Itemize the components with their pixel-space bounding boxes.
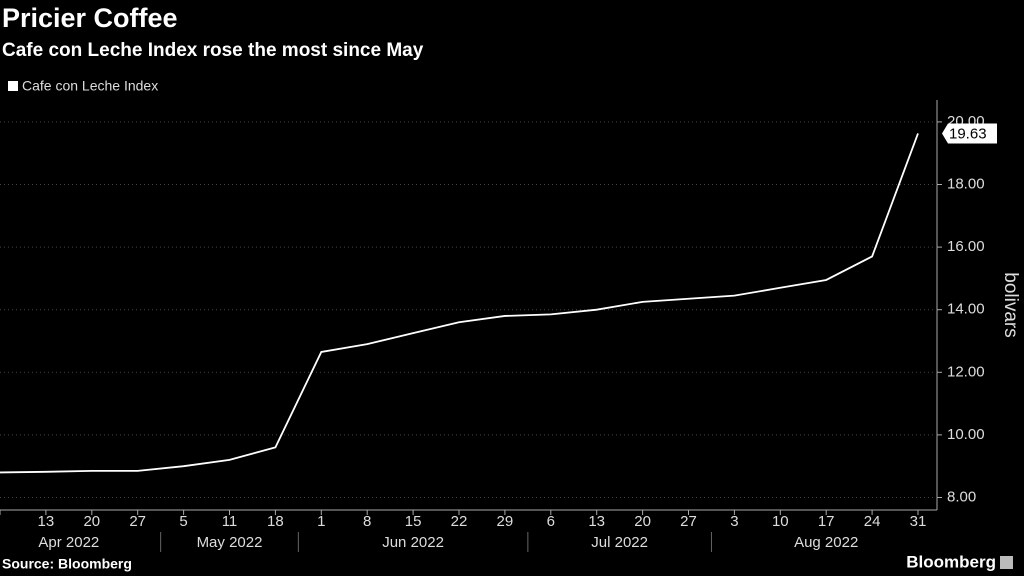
x-tick-label: 27 [129,513,146,530]
x-tick-label: 20 [83,513,100,530]
line-series [0,133,919,474]
x-tick-label: 8 [363,513,371,530]
legend-label: Cafe con Leche Index [22,78,158,94]
x-tick-label: 22 [451,513,468,530]
month-label: Jul 2022 [591,534,648,551]
x-tick-label: 18 [267,513,284,530]
x-tick-label: 1 [317,513,325,530]
x-tick-label: 17 [818,513,835,530]
chart-subtitle: Cafe con Leche Index rose the most since… [2,40,424,61]
x-tick-label: 20 [634,513,651,530]
y-tick-label: 16.00 [947,238,985,255]
x-tick-label: 5 [179,513,187,530]
source: Source: Bloomberg [2,556,132,572]
month-label: Apr 2022 [38,534,99,551]
x-tick-label: 15 [405,513,422,530]
x-tick-label: 31 [910,513,927,530]
x-tick-label: 10 [772,513,789,530]
brand: Bloomberg [906,552,996,571]
legend-swatch [8,81,18,91]
x-tick-label: 6 [547,513,555,530]
x-tick-label: 3 [730,513,738,530]
month-label: Jun 2022 [382,534,444,551]
value-label-box [942,123,997,144]
y-tick-label: 8.00 [947,488,976,505]
y-tick-label: 12.00 [947,363,985,380]
y-tick-label: 14.00 [947,301,985,318]
x-tick-label: 24 [864,513,881,530]
x-tick-label: 13 [38,513,55,530]
chart-title: Pricier Coffee [2,3,178,33]
x-tick-label: 11 [222,513,238,530]
x-tick-label: 27 [680,513,697,530]
y-axis-label: bolivars [1000,272,1021,337]
month-label: Aug 2022 [794,534,858,551]
month-label: May 2022 [197,534,263,551]
value-label: 19.63 [949,125,987,142]
x-tick-label: 29 [497,513,514,530]
brand-icon [1000,556,1013,569]
y-tick-label: 18.00 [947,175,985,192]
y-tick-label: 10.00 [947,426,985,443]
x-tick-label: 13 [588,513,605,530]
